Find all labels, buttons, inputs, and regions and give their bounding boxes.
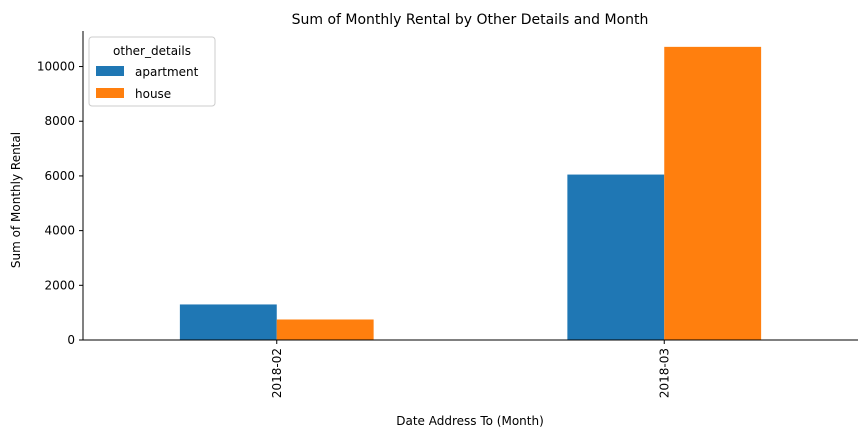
x-axis-label: Date Address To (Month) — [396, 414, 544, 428]
legend-title: other_details — [113, 44, 191, 58]
legend-swatch-apartment — [96, 66, 124, 76]
legend-swatch-house — [96, 88, 124, 98]
x-axis-ticks: 2018-02 2018-03 — [270, 340, 671, 398]
y-tick-label: 10000 — [37, 60, 75, 74]
y-tick-label: 6000 — [44, 169, 75, 183]
bar-house-2018-02 — [276, 319, 374, 340]
y-tick-label: 4000 — [44, 224, 75, 238]
plot-area: 0 2000 4000 6000 8000 10000 2018-02 2018-03 — [37, 31, 858, 398]
chart-title: Sum of Monthly Rental by Other Details a… — [292, 12, 649, 28]
y-tick-label: 8000 — [44, 114, 75, 128]
bar-apartment-2018-03 — [567, 174, 665, 340]
y-tick-label: 0 — [67, 333, 75, 347]
legend-label-apartment: apartment — [135, 65, 199, 79]
y-axis-label: Sum of Monthly Rental — [9, 132, 23, 268]
legend: other_details apartment house — [88, 36, 216, 107]
bars-group — [179, 46, 762, 341]
y-tick-label: 2000 — [44, 278, 75, 292]
y-axis-ticks: 0 2000 4000 6000 8000 10000 — [37, 60, 83, 347]
bar-house-2018-03 — [664, 46, 762, 341]
bar-apartment-2018-02 — [179, 304, 277, 340]
x-tick-label: 2018-02 — [270, 348, 284, 398]
x-tick-label: 2018-03 — [657, 348, 671, 398]
legend-label-house: house — [135, 87, 171, 101]
